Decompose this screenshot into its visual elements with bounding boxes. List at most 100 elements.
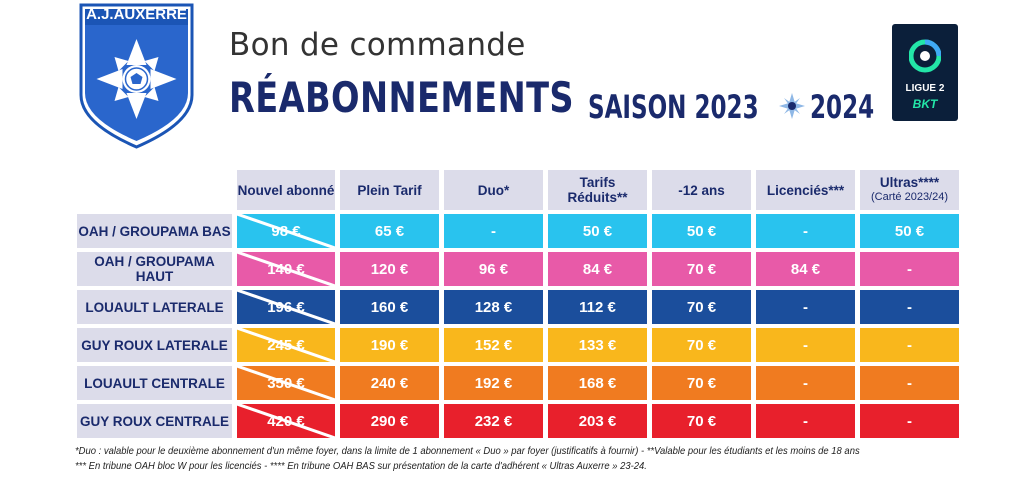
table-row: OAH / GROUPAMA HAUT140 € 120 € 96 € 84 € 70 … xyxy=(77,252,959,286)
price-cell-struck: 420 € xyxy=(237,404,335,438)
price-cell: - xyxy=(756,290,855,324)
price-value: - xyxy=(803,298,808,316)
price-cell: 70 € xyxy=(652,328,751,362)
page-title: RÉABONNEMENTS xyxy=(229,73,575,122)
column-header-ultras: Ultras**** (Carté 2023/24) xyxy=(860,170,959,210)
price-value: 133 € xyxy=(578,336,617,354)
price-cell-struck: 196 € xyxy=(237,290,335,324)
price-cell: 240 € xyxy=(340,366,439,400)
strikethrough-line xyxy=(237,252,335,286)
club-name: A.J.AUXERRE xyxy=(86,5,187,23)
price-value: - xyxy=(803,374,808,392)
price-cell: 290 € xyxy=(340,404,439,438)
price-value: - xyxy=(491,222,496,240)
table-row: LOUAULT CENTRALE350 € 240 € 192 € 168 € 70 €… xyxy=(77,366,959,400)
strikethrough-line xyxy=(237,328,335,362)
price-cell: - xyxy=(860,252,959,286)
price-value: 70 € xyxy=(686,298,717,316)
price-cell: 190 € xyxy=(340,328,439,362)
table-row: GUY ROUX LATERALE245 € 190 € 152 € 133 € 70 … xyxy=(77,328,959,362)
price-value: 192 € xyxy=(474,374,513,392)
price-value: 160 € xyxy=(370,298,409,316)
price-value: - xyxy=(803,336,808,354)
price-cell: 168 € xyxy=(548,366,647,400)
price-cell: 70 € xyxy=(652,252,751,286)
price-value: - xyxy=(907,260,912,278)
price-value: 120 € xyxy=(370,260,409,278)
price-cell: - xyxy=(860,366,959,400)
price-cell-struck: 350 € xyxy=(237,366,335,400)
table-row: OAH / GROUPAMA BAS98 € 65 € - 50 € 50 € - 50 € xyxy=(77,214,959,248)
aja-crest-logo xyxy=(79,3,194,149)
price-cell: 50 € xyxy=(652,214,751,248)
price-value: 70 € xyxy=(686,260,717,278)
price-cell-struck: 98 € xyxy=(237,214,335,248)
price-cell: - xyxy=(860,290,959,324)
price-table: Nouvel abonné Plein Tarif Duo* Tarifs Ré… xyxy=(72,166,964,442)
price-value: 190 € xyxy=(370,336,409,354)
price-value: 168 € xyxy=(578,374,617,392)
column-header-label: Ultras**** xyxy=(879,175,940,190)
price-cell-struck: 140 € xyxy=(237,252,335,286)
strikethrough-line xyxy=(237,290,335,324)
price-cell: - xyxy=(860,404,959,438)
zone-label: LOUAULT LATERALE xyxy=(77,290,232,324)
column-header: Nouvel abonné xyxy=(237,170,335,210)
price-value: 203 € xyxy=(578,412,617,430)
price-value: 70 € xyxy=(686,374,717,392)
price-value: - xyxy=(803,412,808,430)
page-subtitle: Bon de commande xyxy=(229,27,526,63)
price-cell: - xyxy=(756,366,855,400)
price-cell: - xyxy=(756,328,855,362)
star-icon xyxy=(779,93,805,119)
price-value: 128 € xyxy=(474,298,513,316)
price-value: - xyxy=(907,412,912,430)
footnote-line: *** En tribune OAH bloc W pour les licen… xyxy=(75,460,647,472)
price-value: 65 € xyxy=(374,222,405,240)
price-value: - xyxy=(907,374,912,392)
price-cell: 232 € xyxy=(444,404,543,438)
season-label: SAISON 2023 xyxy=(588,88,759,126)
price-cell: 133 € xyxy=(548,328,647,362)
table-corner xyxy=(77,170,232,210)
price-value: 70 € xyxy=(686,336,717,354)
column-header: Duo* xyxy=(444,170,543,210)
bkt-text: BKT xyxy=(912,97,938,111)
price-value: 84 € xyxy=(582,260,613,278)
price-value: - xyxy=(907,298,912,316)
footnotes: *Duo : valable pour le deuxième abonneme… xyxy=(75,444,921,474)
price-cell: 84 € xyxy=(548,252,647,286)
price-value: 50 € xyxy=(894,222,925,240)
table-header-row: Nouvel abonné Plein Tarif Duo* Tarifs Ré… xyxy=(77,170,959,210)
price-cell: 203 € xyxy=(548,404,647,438)
footnote-line: *Duo : valable pour le deuxième abonneme… xyxy=(75,445,860,457)
price-cell: 192 € xyxy=(444,366,543,400)
price-value: 290 € xyxy=(370,412,409,430)
column-header: Licenciés*** xyxy=(756,170,855,210)
price-cell: 112 € xyxy=(548,290,647,324)
price-cell: 96 € xyxy=(444,252,543,286)
price-value: 96 € xyxy=(478,260,509,278)
column-header-subtitle: (Carté 2023/24) xyxy=(870,191,949,203)
price-cell: 70 € xyxy=(652,366,751,400)
column-header: -12 ans xyxy=(652,170,751,210)
zone-label: GUY ROUX LATERALE xyxy=(77,328,232,362)
column-header: Plein Tarif xyxy=(340,170,439,210)
price-cell: - xyxy=(756,404,855,438)
price-cell: 160 € xyxy=(340,290,439,324)
table-row: LOUAULT LATERALE196 € 160 € 128 € 112 € 70 €… xyxy=(77,290,959,324)
strikethrough-line xyxy=(237,404,335,438)
price-cell: 120 € xyxy=(340,252,439,286)
price-value: 112 € xyxy=(579,298,616,316)
season-end: 2024 xyxy=(810,88,875,126)
zone-label: GUY ROUX CENTRALE xyxy=(77,404,232,438)
strikethrough-line xyxy=(237,366,335,400)
price-value: 50 € xyxy=(582,222,613,240)
price-value: 50 € xyxy=(686,222,717,240)
price-cell: 128 € xyxy=(444,290,543,324)
zone-label: OAH / GROUPAMA HAUT xyxy=(77,252,232,286)
ligue2-emblem-icon xyxy=(909,39,941,73)
price-value: 240 € xyxy=(370,374,409,392)
price-value: 84 € xyxy=(790,260,821,278)
price-value: 232 € xyxy=(474,412,513,430)
